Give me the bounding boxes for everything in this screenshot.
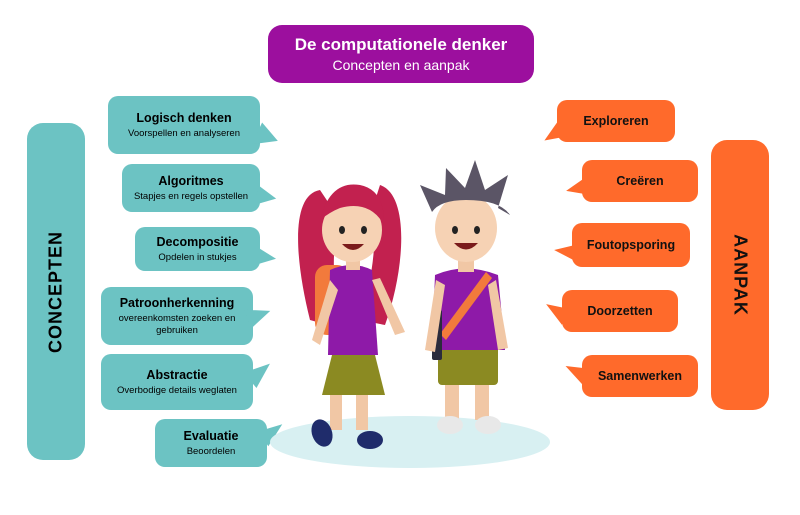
ground-shadow: [270, 416, 550, 468]
concept-subtitle: overeenkomsten zoeken en gebruiken: [118, 312, 236, 336]
diagram-title-box: De computationele denker Concepten en aa…: [268, 25, 534, 83]
approach-title: Samenwerken: [597, 368, 683, 383]
concepts-bar-label: CONCEPTEN: [45, 230, 66, 353]
approach-title: Exploreren: [583, 113, 649, 128]
approach-bar: AANPAK: [711, 140, 769, 410]
approach-bubble-foutopsporing: Foutopsporing: [553, 223, 690, 267]
concept-subtitle: Stapjes en regels opstellen: [133, 190, 249, 202]
approach-title: Creëren: [616, 173, 664, 188]
concept-title: Patroonherkenning: [119, 295, 235, 310]
concept-title: Algoritmes: [158, 173, 224, 188]
concept-bubble-logisch-denken: Logisch denken Voorspellen en analyseren: [108, 96, 283, 154]
approach-bubble-exploreren: Exploreren: [539, 100, 675, 149]
concept-subtitle: Voorspellen en analyseren: [128, 127, 240, 139]
approach-bar-label: AANPAK: [730, 234, 751, 316]
concept-subtitle: Opdelen in stukjes: [158, 251, 237, 263]
boy-figure: [420, 160, 510, 434]
kids-illustration: [270, 160, 550, 468]
girl-figure: [298, 184, 405, 449]
concept-bubble-evaluatie: Evaluatie Beoordelen: [155, 417, 288, 467]
concept-bubble-patroonherkenning: Patroonherkenning overeenkomsten zoeken …: [101, 287, 274, 345]
approach-title: Doorzetten: [587, 303, 653, 318]
concept-title: Abstractie: [146, 367, 208, 382]
concept-bubble-algoritmes: Algoritmes Stapjes en regels opstellen: [122, 164, 279, 212]
approach-bubble-samenwerken: Samenwerken: [561, 355, 698, 397]
concept-bubble-decompositie: Decompositie Opdelen in stukjes: [135, 227, 278, 271]
concept-title: Logisch denken: [136, 110, 232, 125]
concept-subtitle: Overbodige details weglaten: [117, 384, 237, 396]
concept-title: Evaluatie: [183, 428, 239, 443]
diagram-title: De computationele denker: [294, 35, 508, 54]
concept-subtitle: Beoordelen: [186, 445, 236, 457]
concept-title: Decompositie: [156, 234, 239, 249]
approach-bubble-creeren: Creëren: [564, 160, 698, 202]
diagram-subtitle: Concepten en aanpak: [332, 57, 470, 73]
approach-title: Foutopsporing: [586, 237, 676, 252]
concepts-bar: CONCEPTEN: [27, 123, 85, 460]
approach-bubble-doorzetten: Doorzetten: [541, 290, 678, 332]
concept-bubble-abstractie: Abstractie Overbodige details weglaten: [101, 354, 277, 410]
